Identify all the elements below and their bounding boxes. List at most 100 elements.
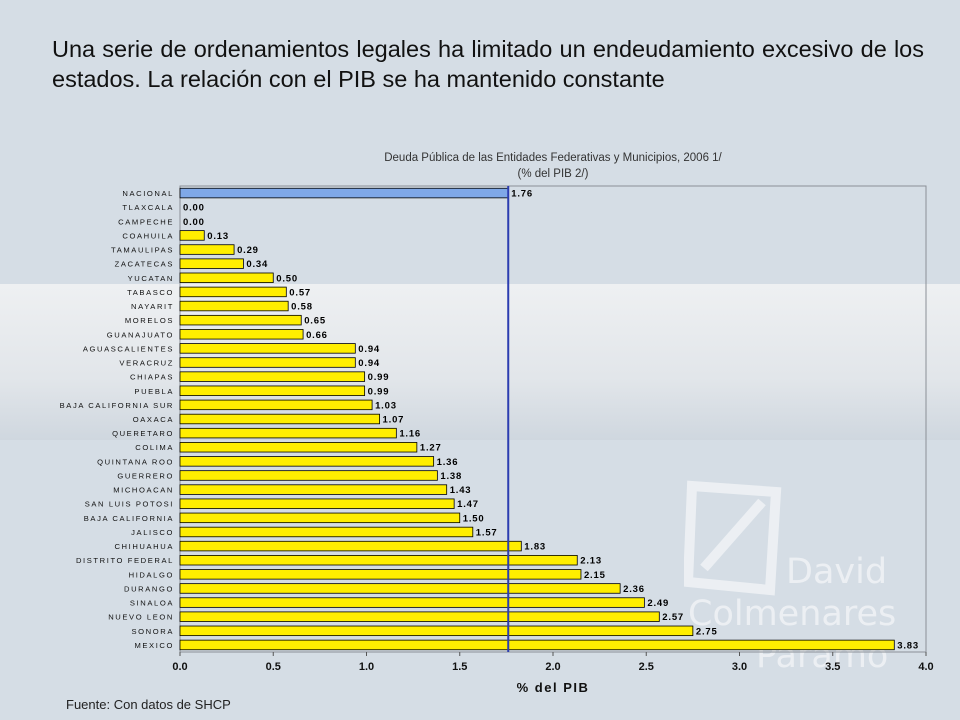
category-label: JALISCO (131, 528, 174, 537)
bar-guerrero (179, 470, 438, 481)
category-label: CHIAPAS (130, 373, 174, 382)
bar-aguascalientes (179, 343, 356, 354)
data-label: 0.57 (289, 287, 311, 298)
x-tick-label: 0.0 (172, 661, 187, 673)
source-note: Fuente: Con datos de SHCP (66, 697, 231, 712)
bar-quintana-roo (179, 456, 435, 467)
data-label: 0.94 (358, 358, 380, 369)
category-label: YUCATAN (128, 274, 174, 283)
chart-title-block: Deuda Pública de las Entidades Federativ… (180, 150, 926, 182)
category-label: TABASCO (127, 288, 174, 297)
data-label: 0.66 (306, 330, 328, 341)
bar-queretaro (179, 427, 397, 439)
category-label: AGUASCALIENTES (83, 344, 174, 353)
x-tick-label: 3.0 (732, 661, 747, 673)
data-label: 2.75 (696, 626, 718, 637)
headline: Una serie de ordenamientos legales ha li… (52, 36, 924, 92)
category-label: QUINTANA ROO (97, 457, 174, 466)
bar-veracruz (179, 357, 356, 368)
data-label: 1.36 (437, 457, 459, 468)
bar-morelos (179, 314, 302, 326)
data-label: 0.34 (246, 259, 268, 270)
bar-chihuahua (179, 540, 522, 552)
category-label: SINALOA (130, 599, 174, 608)
bar-baja-california-sur (179, 399, 373, 411)
category-label: GUANAJUATO (107, 330, 174, 339)
bar-baja-california (179, 512, 461, 524)
bar-tamaulipas (179, 244, 235, 255)
data-label: 2.13 (580, 556, 602, 567)
bar-tabasco (179, 286, 287, 298)
data-label: 1.27 (420, 443, 442, 454)
data-label: 0.00 (183, 203, 205, 214)
data-label: 1.16 (399, 429, 421, 440)
category-label: GUERRERO (117, 471, 174, 480)
data-label: 1.83 (524, 542, 546, 553)
category-label: OAXACA (133, 415, 174, 424)
x-tick-label: 1.0 (359, 661, 374, 673)
category-label: NUEVO LEON (108, 613, 174, 622)
category-label: ZACATECAS (115, 260, 174, 269)
data-label: 3.83 (897, 640, 919, 651)
bar-coahuila (179, 230, 205, 241)
bar-puebla (179, 385, 366, 396)
data-label: 2.57 (662, 612, 684, 623)
bar-zacatecas (179, 258, 244, 269)
data-label: 1.43 (450, 485, 472, 496)
x-tick-label: 4.0 (918, 661, 933, 673)
x-tick-label: 0.5 (266, 661, 281, 673)
bar-oaxaca (179, 413, 380, 425)
bar-guanajuato (179, 329, 304, 340)
bar-durango (179, 583, 621, 594)
bar-jalisco (179, 526, 474, 538)
category-label: CHIHUAHUA (114, 542, 174, 551)
data-label: 1.03 (375, 400, 397, 411)
category-label: TLAXCALA (122, 203, 174, 212)
x-tick-label: 1.5 (452, 661, 467, 673)
data-label: 1.07 (383, 415, 405, 426)
data-label: 0.13 (207, 231, 229, 242)
data-label: 2.49 (647, 598, 669, 609)
category-label: DURANGO (124, 584, 174, 593)
data-label: 0.99 (368, 386, 390, 397)
bar-sonora (179, 625, 694, 637)
category-label: VERACRUZ (119, 359, 174, 368)
bar-sinaloa (179, 597, 645, 608)
data-label: 2.36 (623, 584, 645, 595)
category-label: NACIONAL (122, 189, 174, 198)
data-label: 1.50 (463, 513, 485, 524)
category-label: HIDALGO (129, 570, 174, 579)
data-label: 0.99 (368, 372, 390, 383)
x-tick-label: 2.0 (545, 661, 560, 673)
category-label: DISTRITO FEDERAL (76, 556, 174, 565)
bar-nayarit (179, 300, 289, 312)
data-label: 0.65 (304, 316, 326, 327)
category-label: SAN LUIS POTOSI (85, 500, 174, 509)
category-label: NAYARIT (131, 302, 174, 311)
category-label: CAMPECHE (118, 217, 174, 226)
data-label: 1.57 (476, 527, 498, 538)
data-label: 1.47 (457, 499, 479, 510)
bar-san-luis-potosi (179, 498, 455, 509)
category-label: QUERETARO (112, 429, 174, 438)
data-label: 1.76 (511, 189, 533, 200)
bar-distrito-federal (179, 555, 578, 566)
category-label: PUEBLA (134, 387, 174, 396)
category-label: MICHOACAN (113, 486, 174, 495)
data-label: 0.58 (291, 302, 313, 313)
category-label: TAMAULIPAS (111, 246, 174, 255)
chart-title: Deuda Pública de las Entidades Federativ… (384, 152, 722, 164)
data-label: 0.29 (237, 245, 259, 256)
bar-nuevo-leon (179, 611, 660, 622)
category-label: BAJA CALIFORNIA SUR (60, 401, 174, 410)
data-label: 0.50 (276, 273, 298, 284)
data-label: 0.94 (358, 344, 380, 355)
chart-subtitle: (% del PIB 2/) (517, 168, 589, 180)
data-label: 2.15 (584, 570, 606, 581)
category-label: MEXICO (134, 641, 174, 650)
category-label: MORELOS (125, 316, 174, 325)
data-label: 1.38 (440, 471, 462, 482)
bar-chiapas (179, 371, 366, 382)
category-label: SONORA (131, 627, 174, 636)
